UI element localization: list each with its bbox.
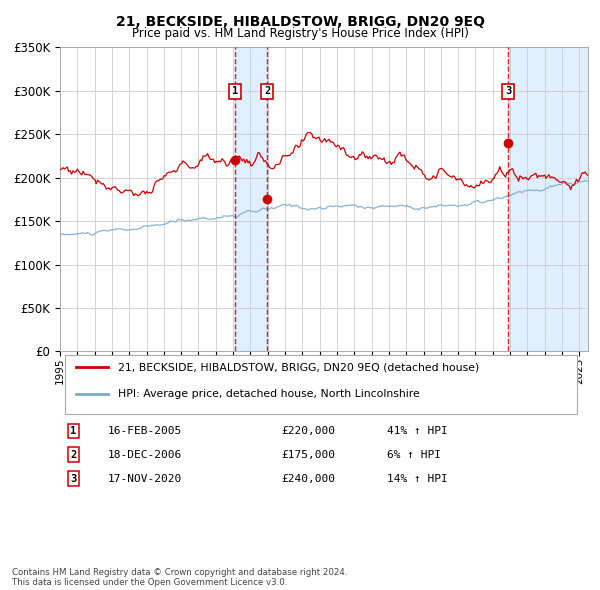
Text: Price paid vs. HM Land Registry's House Price Index (HPI): Price paid vs. HM Land Registry's House …	[131, 27, 469, 40]
Bar	[508, 47, 588, 352]
Text: 3: 3	[70, 474, 76, 484]
Bar	[235, 47, 267, 352]
Text: 21, BECKSIDE, HIBALDSTOW, BRIGG, DN20 9EQ (detached house): 21, BECKSIDE, HIBALDSTOW, BRIGG, DN20 9E…	[118, 362, 479, 372]
Text: 18-DEC-2006: 18-DEC-2006	[107, 450, 182, 460]
Text: HPI: Average price, detached house, North Lincolnshire: HPI: Average price, detached house, Nort…	[118, 389, 420, 399]
Text: 21, BECKSIDE, HIBALDSTOW, BRIGG, DN20 9EQ: 21, BECKSIDE, HIBALDSTOW, BRIGG, DN20 9E…	[115, 15, 485, 29]
Text: 17-NOV-2020: 17-NOV-2020	[107, 474, 182, 484]
Text: 2: 2	[264, 86, 270, 96]
Text: 14% ↑ HPI: 14% ↑ HPI	[388, 474, 448, 484]
Text: 3: 3	[505, 86, 511, 96]
Text: 2: 2	[70, 450, 76, 460]
Text: 6% ↑ HPI: 6% ↑ HPI	[388, 450, 442, 460]
Text: Contains HM Land Registry data © Crown copyright and database right 2024.
This d: Contains HM Land Registry data © Crown c…	[12, 568, 347, 587]
Text: £240,000: £240,000	[282, 474, 336, 484]
Text: 41% ↑ HPI: 41% ↑ HPI	[388, 426, 448, 436]
Text: £220,000: £220,000	[282, 426, 336, 436]
Text: £175,000: £175,000	[282, 450, 336, 460]
FancyBboxPatch shape	[65, 355, 577, 414]
Text: 16-FEB-2005: 16-FEB-2005	[107, 426, 182, 436]
Text: 1: 1	[70, 426, 76, 436]
Text: 1: 1	[232, 86, 238, 96]
